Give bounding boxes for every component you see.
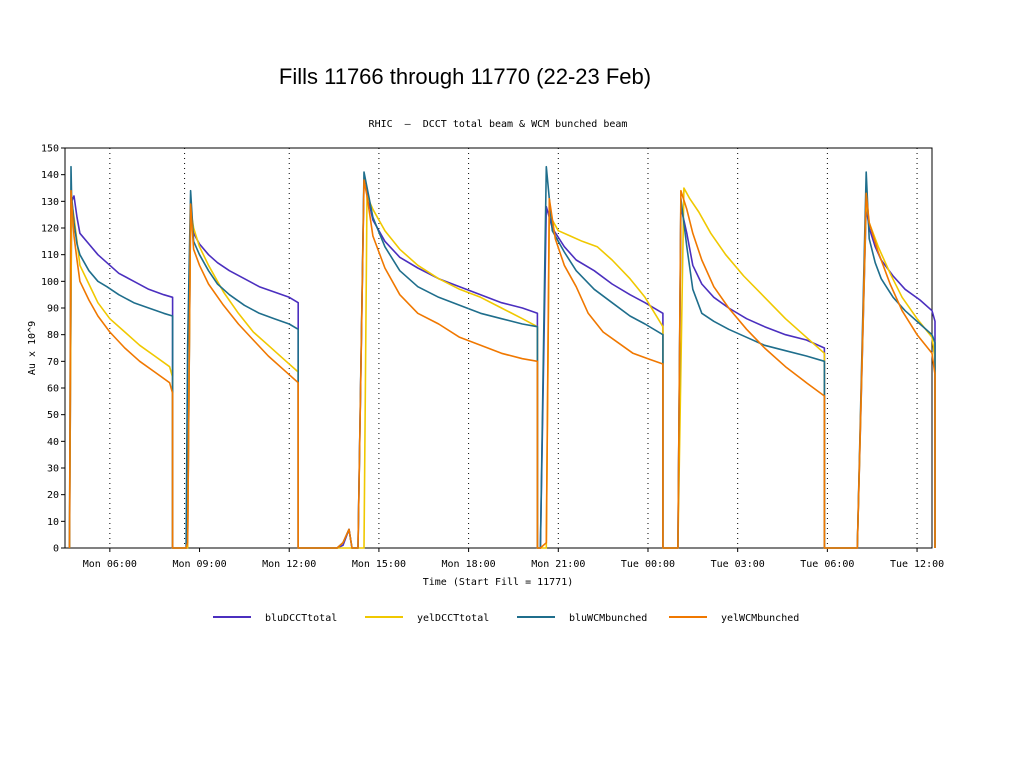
y-tick-label: 140 (41, 170, 59, 181)
x-tick-label: Mon 06:00 (83, 559, 137, 570)
y-tick-label: 40 (47, 437, 59, 448)
series-line-yelWCMbunched (68, 179, 936, 549)
y-tick-label: 50 (47, 410, 59, 421)
y-tick-label: 120 (41, 224, 59, 235)
chart-title: RHIC – DCCT total beam & WCM bunched bea… (369, 119, 628, 130)
y-tick-label: 10 (47, 517, 59, 528)
legend-label: yelDCCTtotal (417, 613, 489, 624)
legend-label: bluDCCTtotal (265, 613, 337, 624)
x-tick-label: Mon 12:00 (262, 559, 316, 570)
y-tick-label: 90 (47, 304, 59, 315)
y-axis: 0 10 20 30 40 50 60 70 80 90 100 110 120 130 140 150 (41, 144, 65, 555)
x-tick-label: Mon 15:00 (352, 559, 406, 570)
y-tick-label: 100 (41, 277, 59, 288)
x-tick-label: Tue 00:00 (621, 559, 675, 570)
vertical-gridlines (109, 148, 918, 548)
slide-title: Fills 11766 through 11770 (22-23 Feb) (278, 64, 652, 89)
y-tick-label: 60 (47, 384, 59, 395)
x-tick-label: Tue 06:00 (800, 559, 854, 570)
x-tick-label: Tue 12:00 (890, 559, 944, 570)
y-tick-label: 150 (41, 144, 59, 155)
y-tick-label: 30 (47, 464, 59, 475)
y-tick-label: 110 (41, 250, 59, 261)
y-tick-label: 80 (47, 330, 59, 341)
x-tick-label: Tue 03:00 (711, 559, 765, 570)
x-tick-label: Mon 18:00 (442, 559, 496, 570)
x-tick-label: Mon 21:00 (531, 559, 585, 570)
y-axis-label: Au x 10^9 (27, 321, 38, 375)
x-axis-label: Time (Start Fill = 11771) (423, 577, 574, 588)
x-tick-label: Mon 09:00 (172, 559, 226, 570)
plot-area (64, 147, 933, 549)
series-lines (68, 165, 936, 549)
y-tick-label: 20 (47, 490, 59, 501)
legend: bluDCCTtotal yelDCCTtotal bluWCMbunched yel… (213, 613, 799, 624)
y-tick-label: 0 (53, 544, 59, 555)
y-tick-label: 70 (47, 357, 59, 368)
legend-label: yelWCMbunched (721, 613, 799, 624)
legend-label: bluWCMbunched (569, 613, 647, 624)
x-axis: Mon 06:00 Mon 09:00 Mon 12:00 Mon 15:00 Mon … (83, 548, 944, 570)
y-tick-label: 130 (41, 197, 59, 208)
